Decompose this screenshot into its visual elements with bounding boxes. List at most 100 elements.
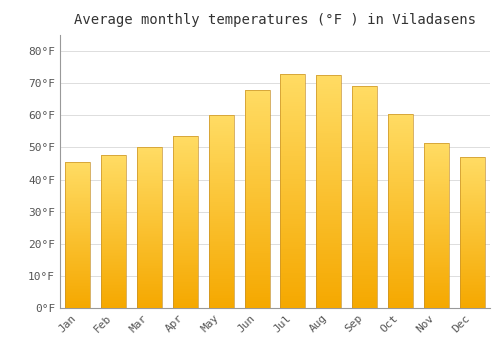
- Bar: [352, 279, 377, 281]
- Bar: [66, 251, 90, 252]
- Bar: [208, 121, 234, 123]
- Bar: [101, 307, 126, 308]
- Bar: [137, 234, 162, 236]
- Bar: [66, 213, 90, 215]
- Bar: [388, 287, 413, 288]
- Bar: [424, 240, 449, 242]
- Bar: [66, 220, 90, 222]
- Bar: [208, 294, 234, 296]
- Bar: [244, 280, 270, 282]
- Bar: [352, 91, 377, 93]
- Bar: [66, 188, 90, 190]
- Bar: [101, 244, 126, 245]
- Bar: [101, 271, 126, 273]
- Bar: [208, 142, 234, 144]
- Bar: [66, 163, 90, 165]
- Bar: [208, 144, 234, 146]
- Bar: [316, 131, 342, 133]
- Bar: [66, 267, 90, 268]
- Bar: [316, 226, 342, 229]
- Bar: [388, 223, 413, 224]
- Bar: [208, 221, 234, 223]
- Bar: [316, 147, 342, 150]
- Bar: [101, 169, 126, 171]
- Bar: [137, 236, 162, 237]
- Bar: [316, 177, 342, 180]
- Bar: [280, 250, 305, 252]
- Bar: [208, 115, 234, 117]
- Bar: [424, 174, 449, 176]
- Bar: [173, 189, 198, 191]
- Bar: [388, 170, 413, 172]
- Bar: [101, 291, 126, 293]
- Bar: [352, 140, 377, 142]
- Bar: [208, 204, 234, 206]
- Bar: [280, 254, 305, 257]
- Bar: [280, 160, 305, 163]
- Bar: [316, 259, 342, 261]
- Bar: [388, 125, 413, 127]
- Bar: [460, 184, 484, 186]
- Bar: [208, 231, 234, 233]
- Bar: [66, 280, 90, 282]
- Bar: [101, 192, 126, 194]
- Bar: [137, 290, 162, 292]
- Bar: [352, 208, 377, 210]
- Bar: [280, 275, 305, 278]
- Bar: [424, 239, 449, 240]
- Bar: [66, 231, 90, 232]
- Bar: [137, 178, 162, 180]
- Bar: [244, 306, 270, 308]
- Bar: [352, 290, 377, 293]
- Bar: [388, 197, 413, 199]
- Bar: [424, 280, 449, 281]
- Bar: [101, 163, 126, 164]
- Bar: [460, 278, 484, 279]
- Bar: [280, 172, 305, 174]
- Bar: [280, 238, 305, 240]
- Bar: [460, 263, 484, 264]
- Bar: [208, 214, 234, 216]
- Bar: [101, 155, 126, 308]
- Bar: [460, 290, 484, 292]
- Bar: [244, 116, 270, 118]
- Bar: [352, 197, 377, 199]
- Bar: [173, 160, 198, 162]
- Bar: [208, 235, 234, 237]
- Bar: [137, 240, 162, 242]
- Bar: [101, 274, 126, 276]
- Bar: [424, 267, 449, 268]
- Bar: [388, 298, 413, 300]
- Bar: [424, 306, 449, 308]
- Bar: [101, 210, 126, 212]
- Bar: [280, 301, 305, 303]
- Bar: [424, 181, 449, 182]
- Bar: [352, 190, 377, 193]
- Bar: [460, 172, 484, 174]
- Bar: [316, 126, 342, 129]
- Bar: [424, 235, 449, 237]
- Bar: [388, 228, 413, 230]
- Bar: [280, 282, 305, 285]
- Bar: [66, 215, 90, 216]
- Bar: [280, 210, 305, 212]
- Bar: [66, 266, 90, 267]
- Bar: [316, 217, 342, 219]
- Bar: [316, 154, 342, 157]
- Bar: [424, 214, 449, 215]
- Bar: [137, 168, 162, 170]
- Bar: [66, 172, 90, 174]
- Bar: [388, 147, 413, 149]
- Bar: [137, 295, 162, 297]
- Bar: [460, 166, 484, 168]
- Bar: [460, 254, 484, 255]
- Bar: [173, 253, 198, 255]
- Bar: [424, 219, 449, 220]
- Bar: [66, 190, 90, 191]
- Bar: [208, 225, 234, 227]
- Bar: [244, 264, 270, 266]
- Bar: [208, 169, 234, 171]
- Bar: [137, 147, 162, 308]
- Bar: [388, 246, 413, 248]
- Bar: [316, 205, 342, 208]
